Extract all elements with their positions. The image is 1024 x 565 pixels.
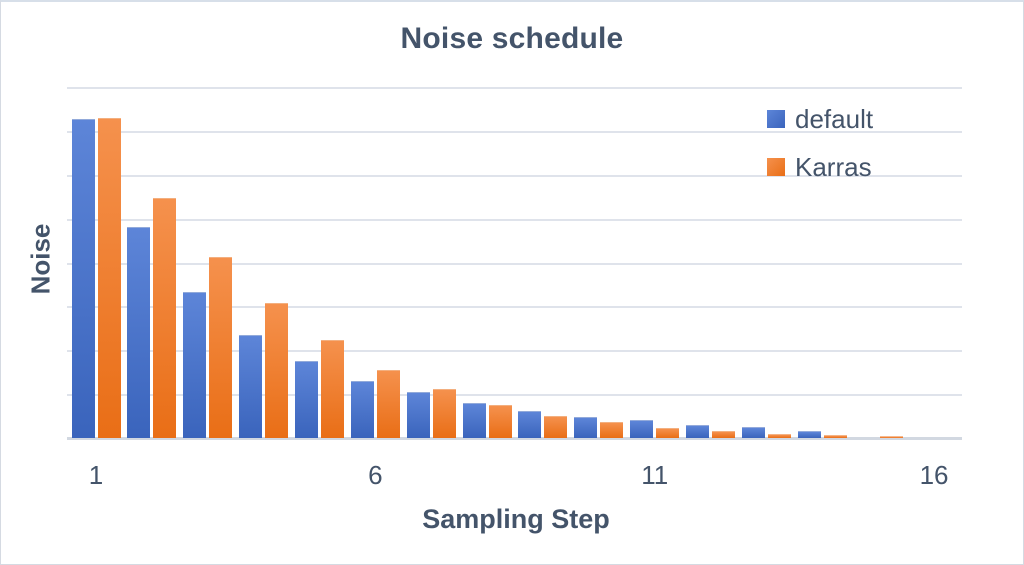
gridline <box>67 263 962 265</box>
x-tick-6: 6 <box>368 460 383 490</box>
legend-swatch-default-icon <box>767 110 785 128</box>
bar-Karras-step-3 <box>209 257 233 438</box>
bar-default-step-10 <box>574 417 598 438</box>
legend-label-karras: Karras <box>795 152 872 182</box>
bar-Karras-step-13 <box>767 434 791 438</box>
bar-default-step-8 <box>462 403 486 438</box>
bar-default-step-5 <box>294 361 318 438</box>
bar-Karras-step-4 <box>265 303 289 438</box>
legend-swatch-karras-icon <box>767 158 785 176</box>
gridline <box>67 87 962 89</box>
bar-Karras-step-6 <box>376 370 400 438</box>
bar-Karras-step-10 <box>600 422 624 438</box>
x-axis-line <box>67 437 962 440</box>
legend-item-karras: Karras <box>767 154 873 180</box>
bar-default-step-14 <box>797 431 821 438</box>
bar-default-step-1 <box>71 119 95 438</box>
gridline <box>67 219 962 221</box>
gridline <box>67 350 962 352</box>
y-axis-label: Noise <box>25 223 56 295</box>
x-tick-16: 16 <box>919 460 949 490</box>
bar-default-step-11 <box>630 420 654 438</box>
bar-default-step-3 <box>183 292 207 438</box>
bar-default-step-13 <box>741 427 765 438</box>
plot-area <box>67 87 962 440</box>
bar-default-step-7 <box>406 392 430 438</box>
bar-Karras-step-7 <box>432 389 456 438</box>
bar-Karras-step-11 <box>656 428 680 438</box>
bar-Karras-step-8 <box>488 405 512 438</box>
legend: default Karras <box>767 106 873 180</box>
bar-default-step-6 <box>350 381 374 438</box>
bar-default-step-4 <box>239 335 263 438</box>
bar-default-step-9 <box>518 411 542 438</box>
gridline <box>67 131 962 133</box>
bar-Karras-step-2 <box>153 198 177 438</box>
bar-Karras-step-1 <box>97 118 121 438</box>
x-tick-1: 1 <box>88 460 104 490</box>
bar-Karras-step-14 <box>823 435 847 438</box>
x-tick-11: 11 <box>641 460 669 490</box>
bar-default-step-2 <box>127 227 151 438</box>
legend-label-default: default <box>795 104 874 134</box>
bar-Karras-step-9 <box>544 416 568 438</box>
gridline <box>67 175 962 177</box>
bar-Karras-step-15 <box>879 436 903 438</box>
legend-item-default: default <box>767 106 873 132</box>
gridline <box>67 306 962 308</box>
chart-title: Noise schedule <box>400 22 624 55</box>
bar-default-step-12 <box>686 425 710 438</box>
bar-Karras-step-5 <box>320 340 344 438</box>
bar-Karras-step-12 <box>712 431 736 438</box>
gridline <box>67 394 962 396</box>
x-axis-label: Sampling Step <box>422 504 610 534</box>
